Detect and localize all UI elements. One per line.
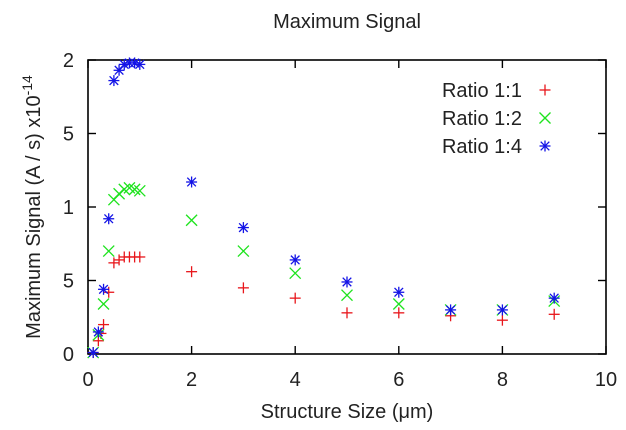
y-tick-label: 1 [63,197,74,219]
data-points [87,57,561,359]
y-axis-label-exponent: -14 [19,75,35,95]
x-tick-label: 0 [82,369,93,391]
x-tick-label: 2 [186,369,197,391]
data-point [108,75,120,87]
data-point [289,292,301,304]
data-point [185,214,198,227]
data-point [393,286,405,298]
data-point [289,254,301,266]
data-point [496,304,508,316]
x-tick-label: 4 [290,369,301,391]
x-tick-label: 8 [497,369,508,391]
data-point [97,298,110,310]
y-tick-label: 5 [63,271,74,293]
x-axis: 0 2 4 6 8 10 [82,60,617,391]
data-point [445,304,457,316]
data-point [98,283,110,295]
data-point [393,307,405,319]
legend-marker [539,84,551,96]
data-point [133,184,146,197]
y-tick-label: 0 [63,344,74,366]
data-point [341,307,353,319]
y-axis-label: Maximum Signal (A / s) x10-14 [19,75,45,339]
data-point [118,58,130,70]
data-point [102,245,115,258]
data-point [548,292,560,304]
x-axis-label: Structure Size (μm) [261,401,434,423]
x-tick-label: 6 [393,369,404,391]
data-point [186,176,198,188]
data-point [134,251,146,263]
data-point [548,308,560,320]
data-point [87,347,99,359]
legend-label: Ratio 1:2 [442,108,522,130]
data-point [129,57,141,69]
legend-marker [539,140,551,152]
legend: Ratio 1:1 Ratio 1:2 Ratio 1:4 [442,80,551,158]
y-axis-label-text: Maximum Signal (A / s) x10 [23,95,45,338]
y-axis: 0 5 1 5 2 [63,50,606,366]
data-point [108,257,120,269]
legend-marker [539,112,551,124]
data-point [289,267,302,280]
data-point [237,222,249,234]
data-point [392,298,405,310]
legend-label: Ratio 1:1 [442,80,522,102]
legend-label: Ratio 1:4 [442,136,522,158]
data-point [341,276,353,288]
data-point [341,289,353,302]
series-3 [87,57,560,359]
data-point [92,326,104,338]
data-point [103,213,115,225]
data-point [186,266,198,278]
series-2 [87,181,561,359]
data-point [103,286,115,298]
data-point [113,254,125,266]
data-point [237,245,250,258]
y-tick-label: 5 [63,124,74,146]
x-tick-label: 10 [595,369,617,391]
y-tick-label: 2 [63,50,74,72]
data-point [98,319,110,331]
chart-title: Maximum Signal [273,11,421,33]
data-point [237,282,249,294]
series-1 [87,251,560,359]
data-point [496,314,508,326]
data-point [134,58,146,70]
